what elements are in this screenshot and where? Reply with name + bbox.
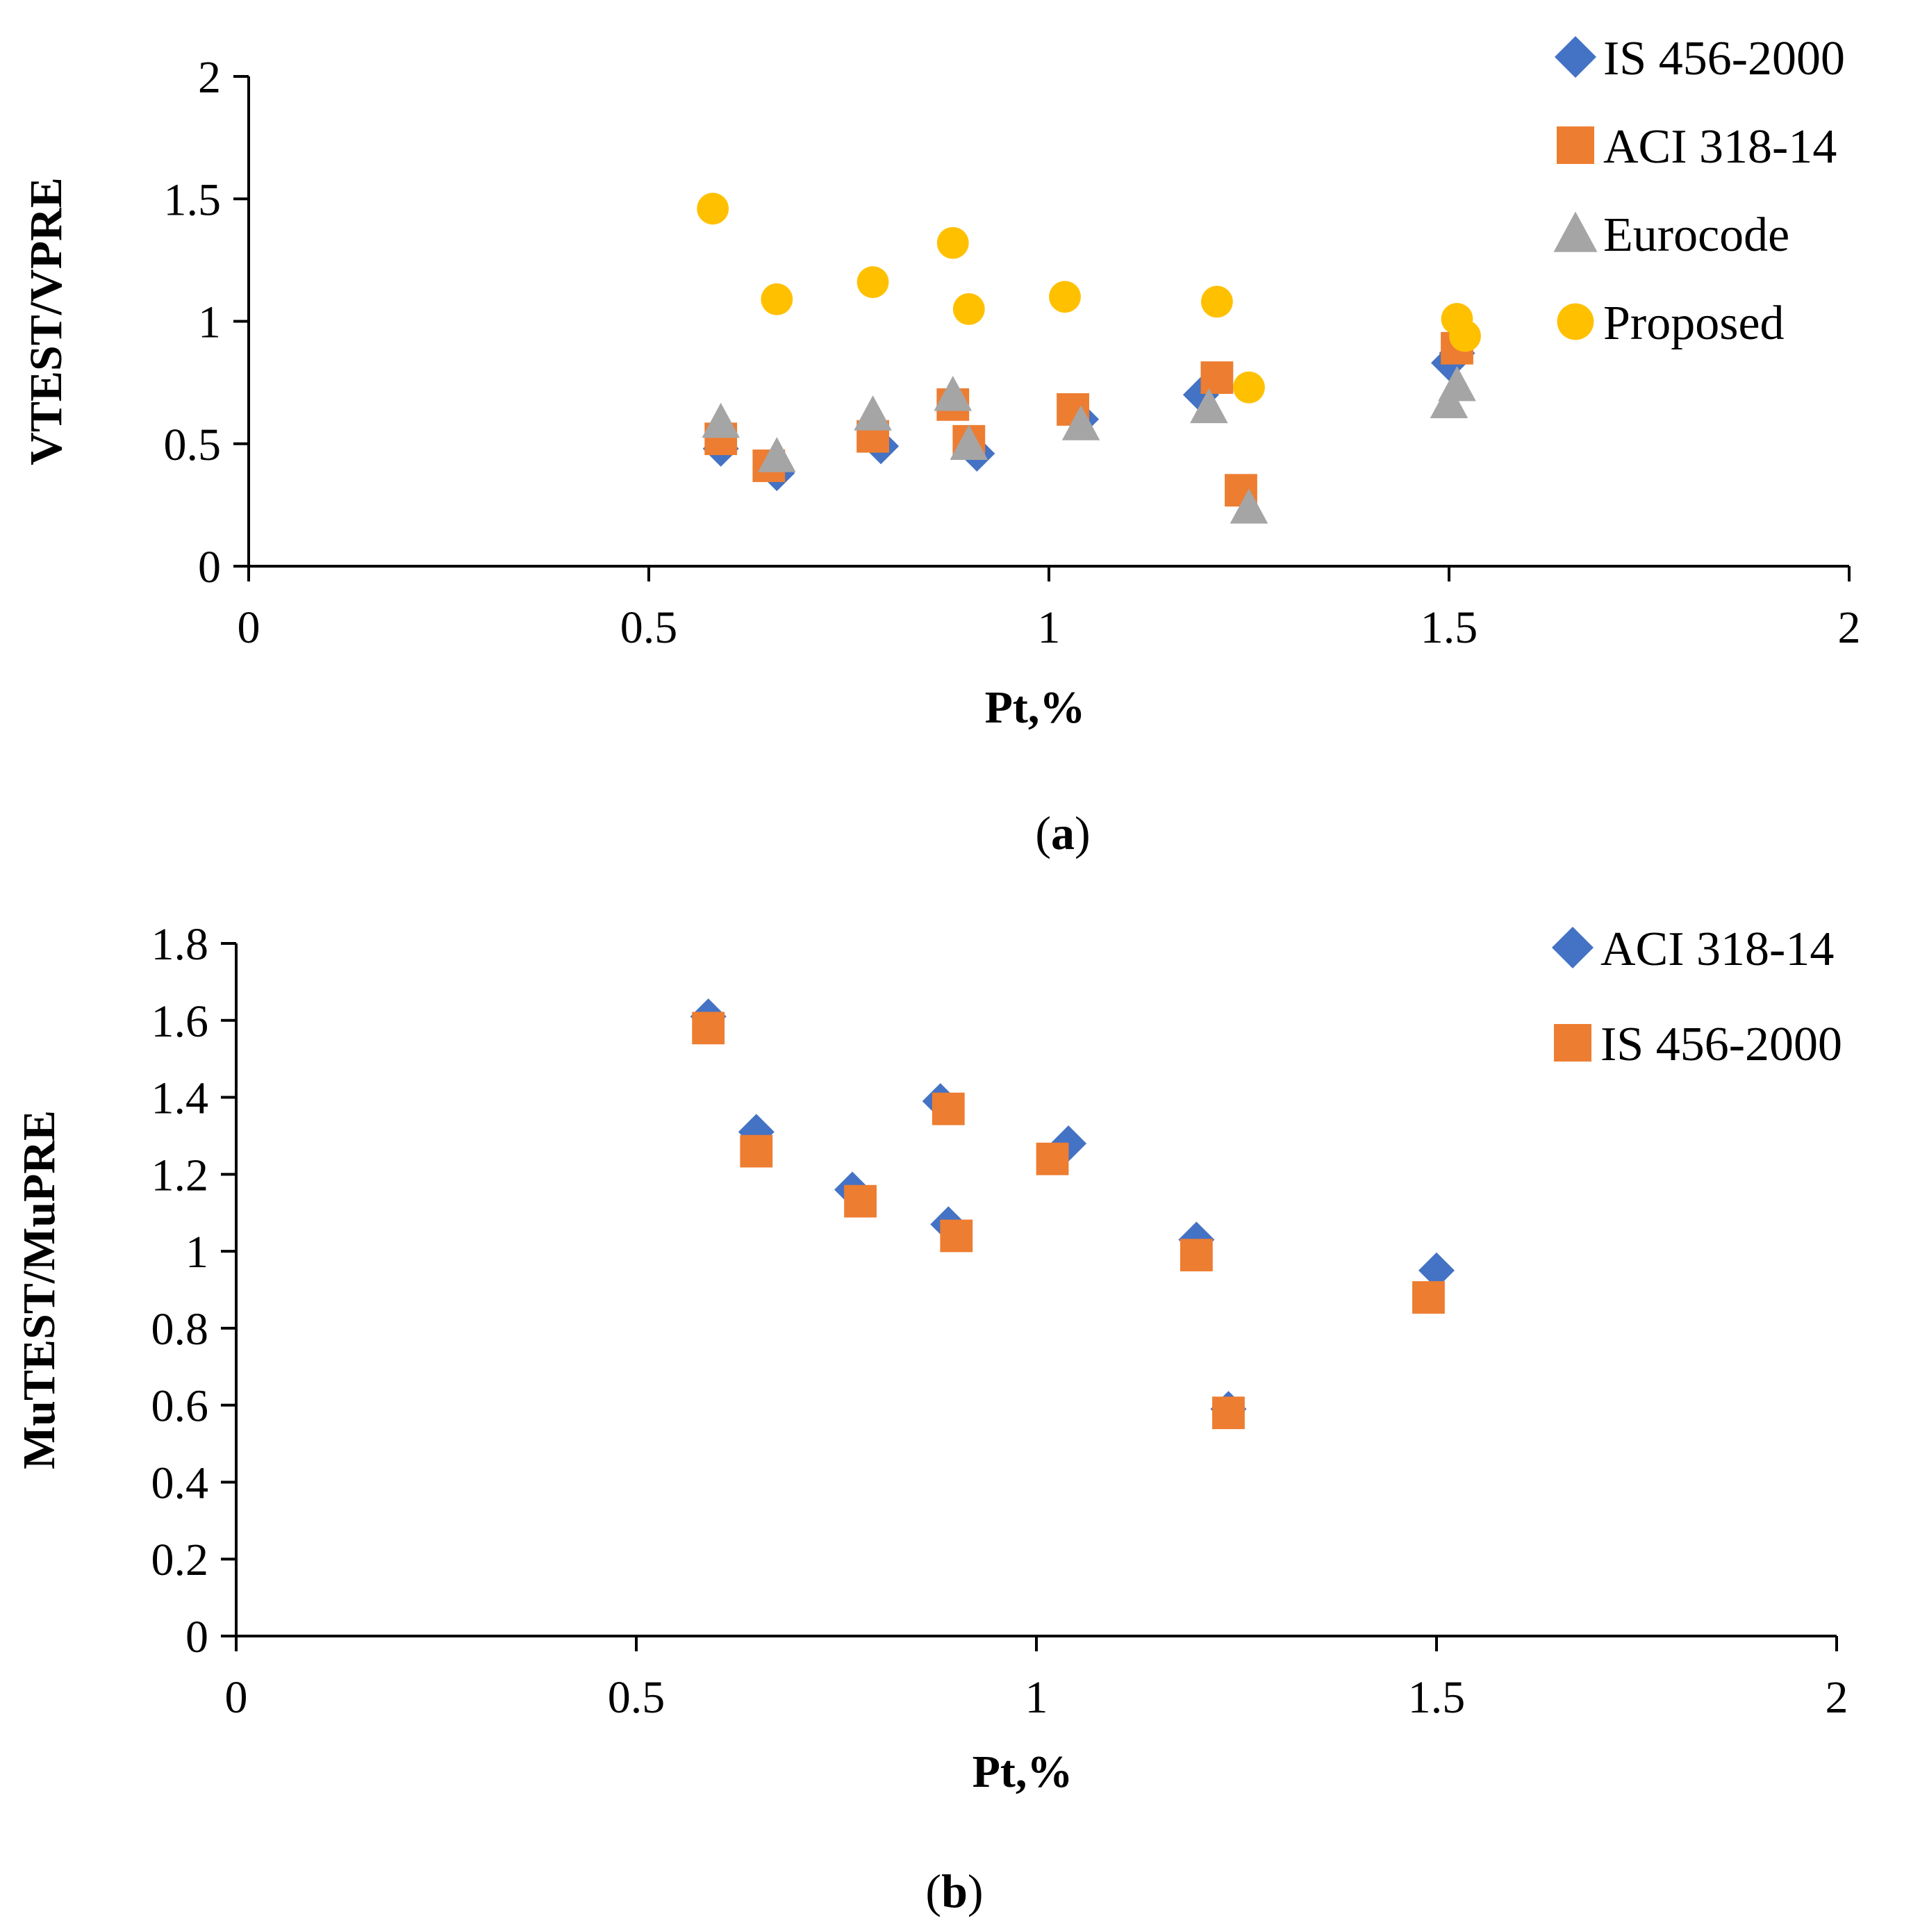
data-point <box>1200 361 1234 394</box>
y-tick-label: 0.6 <box>151 1381 209 1432</box>
figure-caption: (b) <box>925 1865 983 1917</box>
figure-caption: (a) <box>1035 807 1090 859</box>
data-point <box>1449 320 1481 352</box>
legend-marker <box>1554 1024 1591 1062</box>
data-point <box>936 226 969 259</box>
legend-marker <box>1552 927 1594 968</box>
y-tick-label: 1 <box>198 297 221 348</box>
y-axis-title: VTEST/VPRE <box>21 177 72 465</box>
x-tick-label: 1 <box>1025 1672 1048 1723</box>
legend-label: Proposed <box>1603 297 1785 350</box>
legend-label: IS 456-2000 <box>1600 1018 1842 1071</box>
y-tick-label: 0 <box>185 1612 208 1662</box>
x-tick-label: 0 <box>238 602 260 653</box>
series-eurocode <box>702 365 1476 524</box>
y-tick-label: 1.5 <box>164 174 222 225</box>
legend-marker <box>1557 126 1594 164</box>
data-point <box>1233 371 1265 404</box>
data-point <box>758 437 796 472</box>
x-tick-label: 2 <box>1838 602 1861 653</box>
data-point <box>702 402 740 438</box>
series-proposed <box>697 192 1481 404</box>
data-point <box>934 375 973 411</box>
y-tick-label: 0 <box>198 542 221 593</box>
data-point <box>761 283 793 315</box>
data-point <box>854 395 892 431</box>
data-point <box>697 192 729 225</box>
data-point <box>950 424 988 460</box>
y-tick-label: 1.6 <box>151 996 209 1047</box>
data-point <box>1201 286 1233 318</box>
caption-letter: b <box>941 1865 968 1917</box>
data-point <box>1418 1252 1455 1289</box>
data-point <box>1212 1396 1245 1430</box>
x-tick-label: 0.5 <box>620 602 678 653</box>
y-tick-label: 2 <box>198 52 221 103</box>
x-axis-title: Pt,% <box>973 1747 1073 1797</box>
data-point <box>1190 388 1228 424</box>
legend-marker <box>1553 211 1598 252</box>
chart-a: 0 0.5 1 1.5 2 0 0.5 1 1.5 2 Pt,% VTEST/VPRE IS 456-2… <box>21 32 1861 859</box>
y-tick-label: 1.2 <box>151 1150 209 1200</box>
legend: ACI 318-14 IS 456-2000 <box>1552 923 1842 1071</box>
data-point <box>1049 281 1081 313</box>
series-aci-318-14 <box>704 331 1473 507</box>
x-tick-label: 1.5 <box>1408 1672 1466 1723</box>
legend-label: ACI 318-14 <box>1603 120 1837 174</box>
caption-letter: a <box>1051 807 1075 859</box>
data-point <box>932 1092 965 1125</box>
y-tick-label: 0.5 <box>164 420 222 470</box>
data-point <box>1230 488 1268 524</box>
data-point <box>740 1134 773 1168</box>
x-tick-label: 0.5 <box>608 1672 665 1723</box>
legend: IS 456-2000 ACI 318-14 Eurocode Proposed <box>1553 32 1845 350</box>
legend-label: ACI 318-14 <box>1600 923 1834 976</box>
data-point <box>1180 1239 1213 1272</box>
x-axis-title: Pt,% <box>985 682 1086 733</box>
x-tick-label: 2 <box>1826 1672 1848 1723</box>
y-tick-label: 0.2 <box>151 1535 209 1585</box>
legend-label: Eurocode <box>1603 208 1789 262</box>
data-point <box>1412 1281 1445 1314</box>
data-point <box>1438 365 1476 402</box>
y-tick-label: 1 <box>185 1227 208 1278</box>
legend-label: IS 456-2000 <box>1603 32 1845 85</box>
y-tick-label: 0.4 <box>151 1458 209 1508</box>
chart-b: 0 0.2 0.4 0.6 0.8 1 1.2 1.4 1.6 1.8 0 0.5 1 1.5 2 Pt,% M… <box>14 919 1848 1917</box>
data-point <box>952 292 985 325</box>
x-tick-label: 1 <box>1038 602 1061 653</box>
x-tick-label: 1.5 <box>1421 602 1478 653</box>
x-tick-label: 0 <box>225 1672 248 1723</box>
series-is-456-2000 <box>692 1012 1445 1430</box>
legend-marker <box>1555 36 1596 78</box>
data-point <box>856 266 889 298</box>
data-point <box>1036 1142 1069 1175</box>
y-tick-label: 0.8 <box>151 1304 209 1355</box>
y-tick-label: 1.4 <box>151 1073 209 1124</box>
legend-marker <box>1557 303 1594 340</box>
y-axis-title: MuTEST/MuPRE <box>14 1110 65 1469</box>
data-point <box>1061 405 1100 440</box>
data-point <box>844 1184 877 1218</box>
data-point <box>692 1012 725 1045</box>
y-tick-label: 1.8 <box>151 919 209 970</box>
data-point <box>940 1219 973 1253</box>
series-aci-318-14 <box>690 998 1455 1428</box>
